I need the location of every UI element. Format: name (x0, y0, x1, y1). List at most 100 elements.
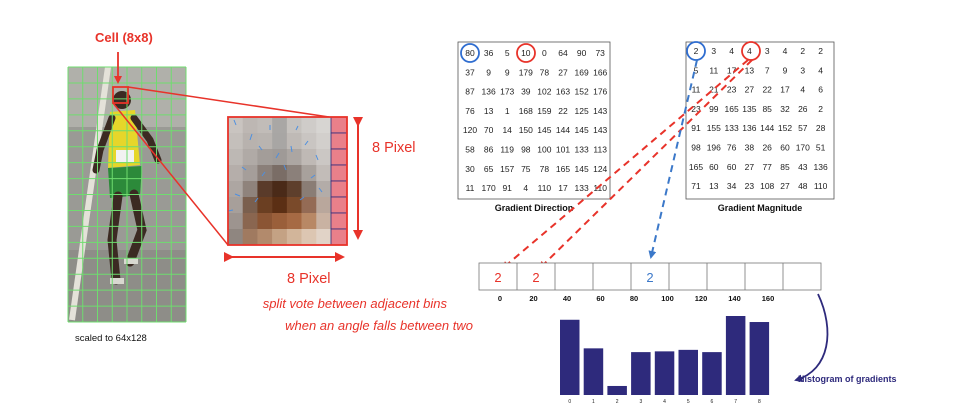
cell-pixel (301, 165, 317, 182)
magnitude-value: 43 (798, 162, 808, 172)
magnitude-value: 155 (707, 123, 721, 133)
histogram-bar-label: 1 (592, 399, 595, 405)
direction-value: 76 (465, 106, 475, 116)
cell-pixel (228, 165, 244, 182)
cell-pixel (242, 213, 258, 230)
magnitude-value: 165 (689, 162, 703, 172)
direction-value: 4 (523, 183, 528, 193)
magnitude-value: 133 (725, 123, 739, 133)
gradient-magnitude-table (685, 41, 835, 200)
histogram-bar (725, 316, 746, 395)
cell-pixel (286, 117, 302, 134)
magnitude-value: 26 (798, 104, 808, 114)
magnitude-value: 165 (725, 104, 739, 114)
cell-pixel (286, 149, 302, 166)
zoomed-cell (227, 116, 348, 246)
magnitude-value: 32 (780, 104, 790, 114)
direction-value: 144 (556, 125, 570, 135)
bin-angle-label: 120 (695, 294, 708, 303)
cell-pixel (228, 149, 244, 166)
direction-value: 17 (558, 183, 568, 193)
direction-value: 9 (486, 67, 491, 77)
direction-value: 157 (500, 164, 514, 174)
cell-label: Cell (8x8) (95, 30, 153, 45)
zoom-line-top (127, 86, 330, 118)
histogram-bar (560, 319, 580, 395)
histogram-label: Histogram of gradients (798, 374, 897, 384)
direction-value: 98 (521, 145, 531, 155)
direction-value: 91 (502, 183, 512, 193)
cell-pixel (257, 117, 273, 134)
direction-value: 133 (575, 183, 589, 193)
cell-pixel (257, 149, 273, 166)
cell-pixel (286, 213, 302, 230)
direction-value: 100 (537, 145, 551, 155)
cell-pixel (257, 165, 273, 182)
direction-value: 10 (521, 48, 531, 58)
highlighted-pixel (330, 116, 348, 134)
zoomed-cell-pixels (228, 117, 332, 246)
magnitude-value: 23 (691, 104, 701, 114)
direction-value: 75 (521, 164, 531, 174)
direction-value: 150 (519, 125, 533, 135)
gradient-vector (304, 140, 309, 146)
direction-value: 87 (465, 87, 475, 97)
highlighted-pixel (330, 196, 348, 214)
selected-cell-box (112, 86, 129, 104)
direction-value: 165 (556, 164, 570, 174)
scaled-caption: scaled to 64x128 (75, 333, 147, 344)
gradient-vector (258, 145, 263, 151)
direction-value: 1 (505, 106, 510, 116)
cell-pixel (272, 117, 288, 134)
magnitude-value: 152 (778, 123, 792, 133)
gradient-vector (299, 196, 305, 201)
gradient-vector (241, 166, 247, 171)
direction-value: 11 (466, 183, 475, 193)
cell-pixel (286, 229, 302, 246)
highlighted-pixel (330, 132, 348, 150)
cell-pixel (242, 229, 258, 246)
bin-angle-label: 100 (661, 294, 674, 303)
gradient-direction-table (457, 41, 611, 200)
gradient-arrows (227, 119, 323, 212)
magnitude-value: 85 (762, 104, 772, 114)
direction-value: 143 (593, 106, 607, 116)
cell-pixel (272, 197, 288, 214)
direction-value: 36 (484, 48, 494, 58)
cell-pixel (301, 117, 317, 134)
magnitude-value: 85 (780, 162, 790, 172)
histogram-bar-label: 3 (639, 399, 642, 405)
bin-vote: 2 (494, 270, 501, 285)
direction-value: 30 (465, 164, 475, 174)
histogram-bar-label: 6 (711, 399, 714, 405)
direction-value: 9 (505, 67, 510, 77)
cell-pixel (286, 165, 302, 182)
bin-angle-label: 140 (728, 294, 741, 303)
direction-value: 102 (537, 87, 551, 97)
histogram-bar-label: 5 (687, 399, 690, 405)
histogram-bar (678, 349, 698, 395)
cell-pixel (242, 197, 258, 214)
histogram-bar (749, 322, 770, 395)
pixel-label-right: 8 Pixel (372, 140, 416, 156)
magnitude-value: 17 (780, 85, 790, 95)
magnitude-value: 4 (783, 46, 788, 56)
direction-value: 166 (593, 67, 607, 77)
cell-grid-overlay (67, 66, 187, 323)
gradient-vector (295, 125, 299, 131)
cell-pixel (316, 181, 332, 198)
magnitude-value: 7 (765, 65, 770, 75)
direction-value: 73 (595, 48, 605, 58)
histogram-bar (654, 351, 675, 395)
direction-value: 13 (484, 106, 494, 116)
magnitude-value: 21 (709, 85, 719, 95)
direction-value: 22 (558, 106, 568, 116)
cell-pixel (257, 181, 273, 198)
cell-pixel (272, 229, 288, 246)
cell-pixel (272, 165, 288, 182)
cell-pixel (301, 197, 317, 214)
direction-value: 152 (575, 87, 589, 97)
bin-vote: 2 (532, 270, 539, 285)
direction-value: 125 (575, 106, 589, 116)
direction-value: 145 (537, 125, 551, 135)
